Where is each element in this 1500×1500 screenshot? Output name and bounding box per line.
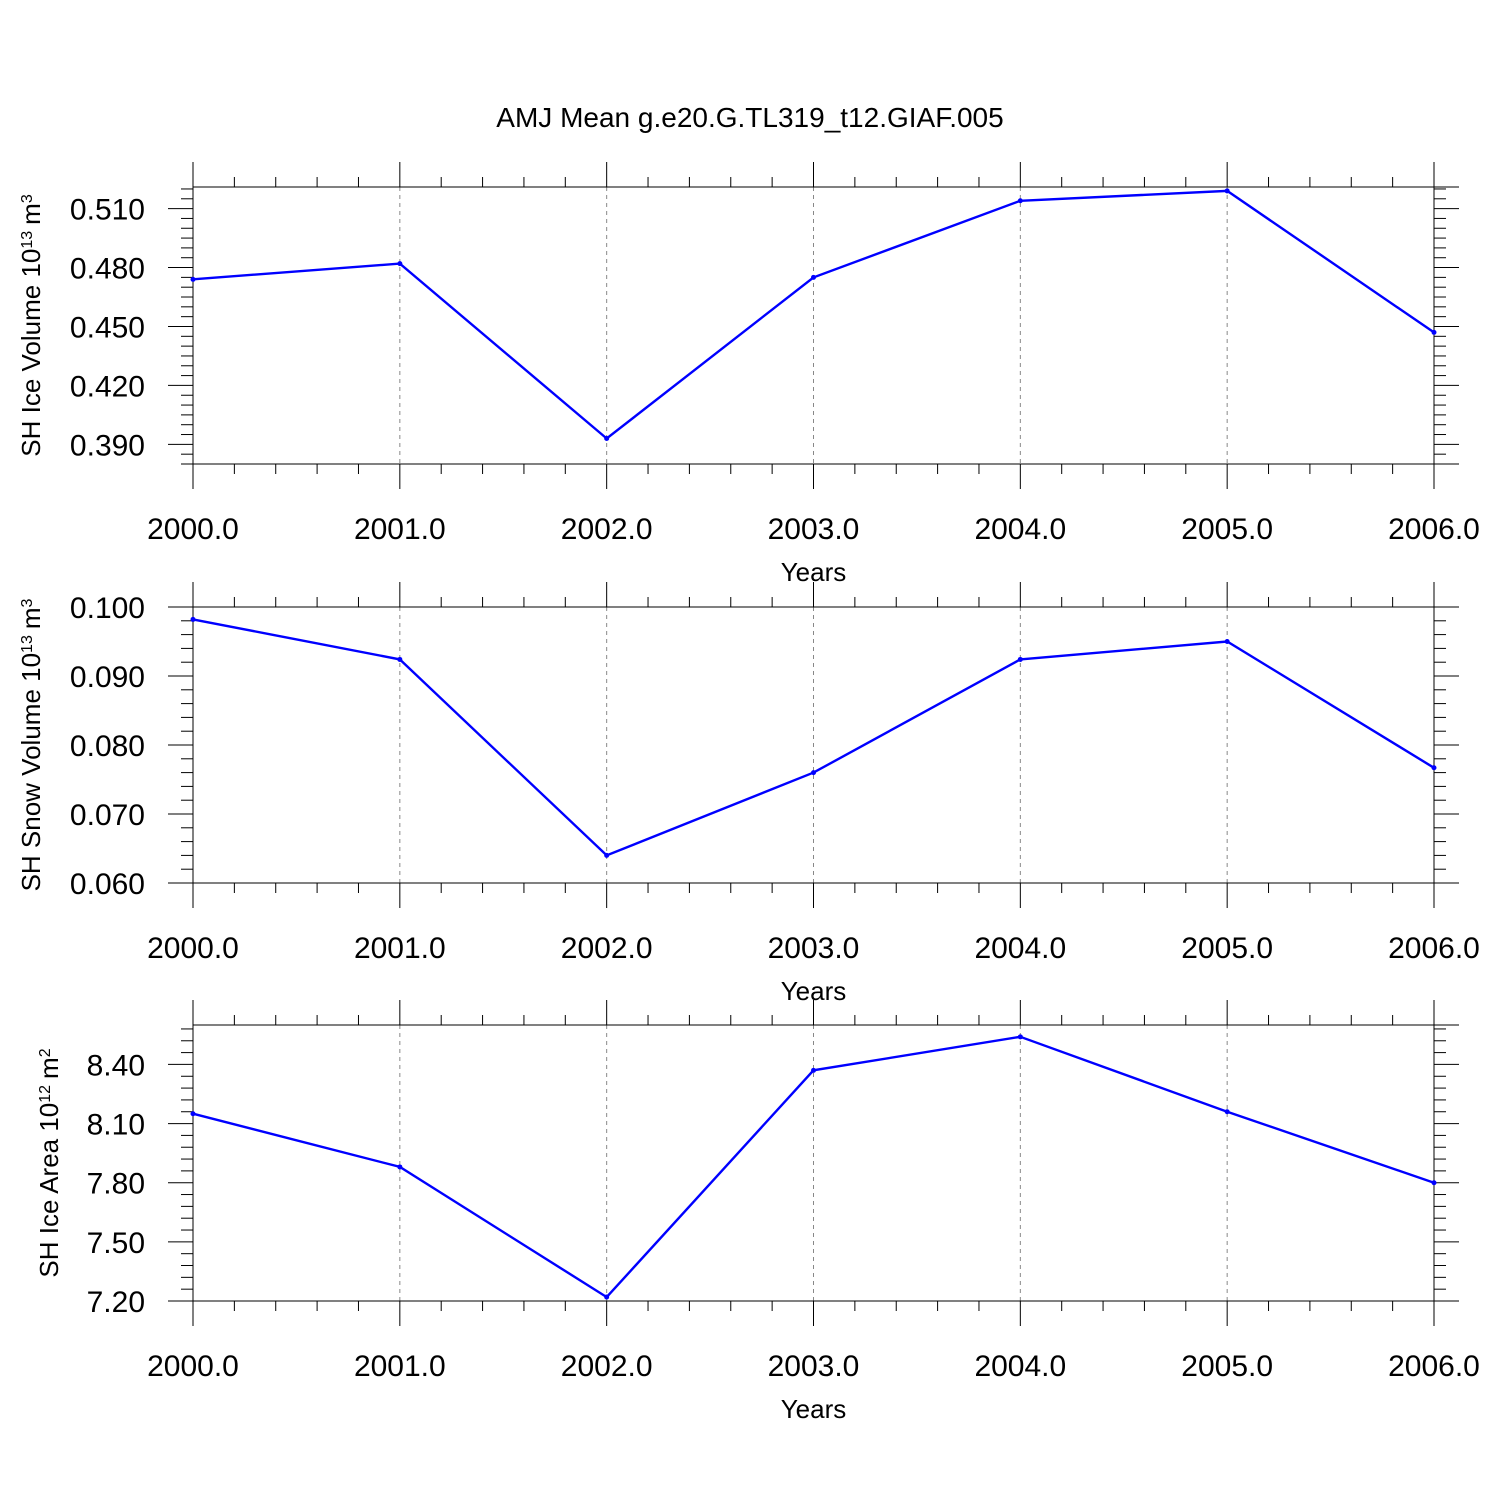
data-point <box>397 261 403 267</box>
y-tick-label: 0.390 <box>70 429 145 462</box>
data-point <box>397 656 403 662</box>
x-tick-label: 2001.0 <box>354 513 446 546</box>
x-tick-label: 2005.0 <box>1181 932 1273 965</box>
x-tick-label: 2006.0 <box>1388 513 1480 546</box>
y-tick-label: 0.100 <box>70 592 145 625</box>
y-tick-label: 0.060 <box>70 868 145 901</box>
y-axis-label-exponent: 12 <box>37 1085 54 1103</box>
x-tick-label: 2001.0 <box>354 1350 446 1383</box>
y-tick-label: 7.50 <box>87 1227 145 1260</box>
y-axis-label-exponent: 13 <box>19 635 36 653</box>
y-axis-label-unit-exponent: 3 <box>19 598 36 607</box>
x-tick-label: 2006.0 <box>1388 1350 1480 1383</box>
data-point <box>811 1067 816 1073</box>
data-point <box>1017 1034 1023 1040</box>
x-tick-label: 2003.0 <box>768 513 860 546</box>
y-tick-label: 7.80 <box>87 1168 145 1201</box>
data-point <box>1224 639 1230 644</box>
data-point <box>604 435 610 441</box>
y-tick-label: 0.480 <box>70 253 145 286</box>
x-tick-label: 2000.0 <box>147 1350 239 1383</box>
y-axis-label-unit: m <box>34 1057 64 1079</box>
x-tick-label: 2004.0 <box>974 1350 1066 1383</box>
y-axis-label-unit: m <box>16 203 46 225</box>
y-axis-label-unit-exponent: 2 <box>37 1048 54 1057</box>
data-point <box>1017 198 1023 204</box>
x-axis-label: Years <box>781 1394 847 1424</box>
y-axis-label-unit: m <box>16 607 46 629</box>
panels: 2000.0 2001.0 2002.0 2003.0 2004.0 2005.0 2006… <box>16 162 1480 1424</box>
y-axis-label-main: SH Ice Area 10 <box>34 1103 64 1278</box>
data-point <box>190 276 196 282</box>
data-point <box>1431 329 1437 335</box>
y-tick-label: 7.20 <box>87 1286 145 1319</box>
data-point <box>190 1111 196 1117</box>
y-tick-label: 0.450 <box>70 311 145 344</box>
x-tick-label: 2003.0 <box>768 1350 860 1383</box>
data-point <box>1224 188 1230 194</box>
x-tick-label: 2001.0 <box>354 932 446 965</box>
data-point <box>1017 656 1023 662</box>
y-tick-label: 0.510 <box>70 194 145 227</box>
y-tick-label: 8.40 <box>87 1049 145 1082</box>
x-tick-label: 2000.0 <box>147 513 239 546</box>
x-tick-label: 2004.0 <box>974 932 1066 965</box>
x-tick-label: 2005.0 <box>1181 513 1273 546</box>
data-point <box>811 770 816 776</box>
x-tick-label: 2002.0 <box>561 932 653 965</box>
y-axis-label: SH Ice Volume 1013 m3 <box>16 194 46 457</box>
y-axis-label-unit-exponent: 3 <box>19 194 36 203</box>
data-point <box>811 274 816 280</box>
y-tick-label: 0.080 <box>70 730 145 763</box>
data-point <box>1431 765 1437 771</box>
x-tick-label: 2002.0 <box>561 1350 653 1383</box>
x-tick-label: 2004.0 <box>974 513 1066 546</box>
x-tick-label: 2003.0 <box>768 932 860 965</box>
x-tick-label: 2006.0 <box>1388 932 1480 965</box>
data-point <box>1224 1109 1230 1115</box>
y-tick-label: 0.420 <box>70 370 145 403</box>
x-tick-label: 2002.0 <box>561 513 653 546</box>
data-point <box>604 1294 610 1300</box>
y-axis-label-exponent: 13 <box>19 231 36 249</box>
chart-title: AMJ Mean g.e20.G.TL319_t12.GIAF.005 <box>496 102 1003 133</box>
y-tick-label: 8.10 <box>87 1109 145 1142</box>
y-axis-label-main: SH Ice Volume 10 <box>16 249 46 457</box>
chart-panel-1: 2000.0 2001.0 2002.0 2003.0 2004.0 2005.0 2006… <box>16 162 1480 587</box>
data-point <box>397 1164 403 1170</box>
y-tick-label: 0.090 <box>70 661 145 694</box>
x-tick-label: 2005.0 <box>1181 1350 1273 1383</box>
data-point <box>190 616 196 622</box>
chart-panel-3: 2000.0 2001.0 2002.0 2003.0 2004.0 2005.0 2006… <box>34 1000 1480 1424</box>
y-axis-label: SH Ice Area 1012 m2 <box>34 1048 64 1277</box>
y-axis-label: SH Snow Volume 1013 m3 <box>16 598 46 891</box>
x-tick-label: 2000.0 <box>147 932 239 965</box>
data-point <box>1431 1180 1437 1186</box>
chart-panel-2: 2000.0 2001.0 2002.0 2003.0 2004.0 2005.0 2006… <box>16 582 1480 1006</box>
y-tick-label: 0.070 <box>70 799 145 832</box>
y-axis-label-main: SH Snow Volume 10 <box>16 653 46 891</box>
data-point <box>604 852 610 858</box>
